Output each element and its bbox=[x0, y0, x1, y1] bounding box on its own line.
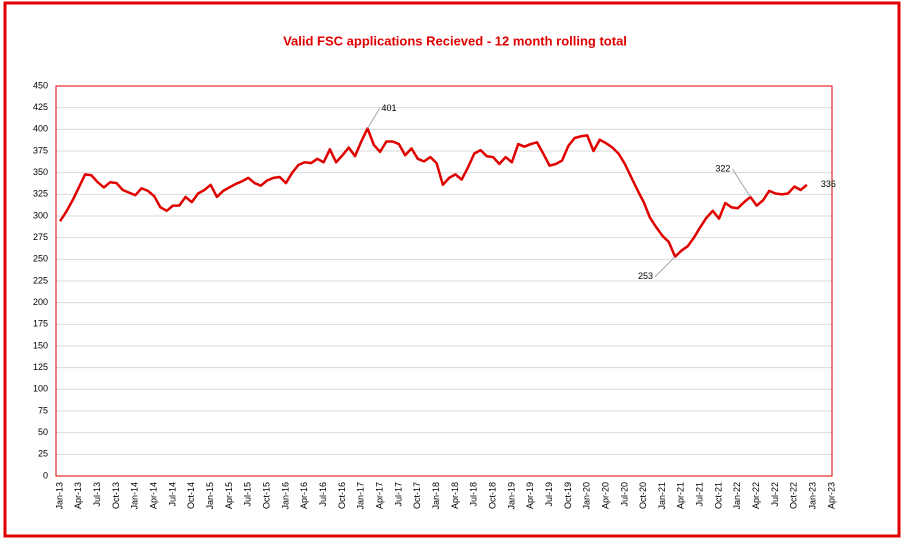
data-label: 401 bbox=[382, 103, 397, 113]
x-tick-label: Jul-15 bbox=[243, 482, 253, 507]
x-tick-label: Oct-20 bbox=[638, 482, 648, 509]
x-tick-label: Jul-14 bbox=[167, 482, 177, 507]
y-tick-label: 225 bbox=[33, 275, 48, 285]
x-tick-label: Oct-15 bbox=[261, 482, 271, 509]
x-tick-label: Apr-17 bbox=[374, 482, 384, 509]
x-tick-label: Oct-17 bbox=[412, 482, 422, 509]
x-tick-label: Oct-19 bbox=[563, 482, 573, 509]
x-tick-label: Jan-21 bbox=[657, 482, 667, 510]
x-tick-label: Apr-16 bbox=[299, 482, 309, 509]
y-tick-label: 125 bbox=[33, 362, 48, 372]
y-tick-label: 175 bbox=[33, 319, 48, 329]
x-tick-label: Jan-16 bbox=[280, 482, 290, 510]
leader-line bbox=[654, 256, 676, 278]
x-tick-label: Apr-14 bbox=[149, 482, 159, 509]
x-tick-label: Jan-18 bbox=[431, 482, 441, 510]
data-label: 336 bbox=[821, 179, 836, 189]
x-tick-label: Jul-16 bbox=[318, 482, 328, 507]
x-tick-label: Jan-14 bbox=[130, 482, 140, 510]
x-tick-label: Apr-15 bbox=[224, 482, 234, 509]
x-tick-label: Jan-17 bbox=[356, 482, 366, 510]
y-tick-label: 100 bbox=[33, 384, 48, 394]
x-tick-label: Jul-17 bbox=[393, 482, 403, 507]
y-tick-label: 50 bbox=[38, 427, 48, 437]
x-tick-label: Jul-19 bbox=[544, 482, 554, 507]
x-tick-label: Jul-20 bbox=[619, 482, 629, 507]
y-tick-label: 425 bbox=[33, 102, 48, 112]
x-tick-label: Oct-18 bbox=[487, 482, 497, 509]
series-line bbox=[58, 127, 808, 258]
x-tick-label: Jan-19 bbox=[506, 482, 516, 510]
y-tick-label: 150 bbox=[33, 340, 48, 350]
y-tick-label: 25 bbox=[38, 449, 48, 459]
x-tick-label: Jan-22 bbox=[732, 482, 742, 510]
x-tick-label: Oct-13 bbox=[111, 482, 121, 509]
y-tick-label: 250 bbox=[33, 254, 48, 264]
x-tick-label: Apr-13 bbox=[73, 482, 83, 509]
plot-area bbox=[55, 85, 833, 477]
leader-line bbox=[731, 168, 751, 198]
x-tick-label: Jan-23 bbox=[808, 482, 818, 510]
x-tick-label: Oct-22 bbox=[789, 482, 799, 509]
y-tick-label: 350 bbox=[33, 167, 48, 177]
y-tick-label: 200 bbox=[33, 297, 48, 307]
chart-title: Valid FSC applications Recieved - 12 mon… bbox=[283, 33, 627, 48]
frame bbox=[3, 1, 901, 538]
x-tick-label: Jan-13 bbox=[54, 482, 64, 510]
x-tick-label: Jul-13 bbox=[92, 482, 102, 507]
x-tick-label: Jul-21 bbox=[695, 482, 705, 507]
x-tick-label: Apr-20 bbox=[600, 482, 610, 509]
x-tick-label: Jul-18 bbox=[469, 482, 479, 507]
x-tick-label: Jan-20 bbox=[582, 482, 592, 510]
leader-line bbox=[367, 108, 380, 129]
y-tick-label: 275 bbox=[33, 232, 48, 242]
x-tick-label: Apr-19 bbox=[525, 482, 535, 509]
x-tick-label: Jan-15 bbox=[205, 482, 215, 510]
x-tick-label: Oct-16 bbox=[337, 482, 347, 509]
y-tick-label: 325 bbox=[33, 189, 48, 199]
x-tick-label: Apr-21 bbox=[676, 482, 686, 509]
x-tick-label: Apr-23 bbox=[826, 482, 836, 509]
data-label: 253 bbox=[638, 271, 653, 281]
x-tick-label: Apr-18 bbox=[450, 482, 460, 509]
y-tick-label: 400 bbox=[33, 124, 48, 134]
y-tick-label: 300 bbox=[33, 210, 48, 220]
x-tick-label: Jul-22 bbox=[770, 482, 780, 507]
y-tick-label: 450 bbox=[33, 80, 48, 90]
data-label: 322 bbox=[715, 163, 730, 173]
y-tick-label: 75 bbox=[38, 405, 48, 415]
x-tick-label: Apr-22 bbox=[751, 482, 761, 509]
y-tick-label: 0 bbox=[43, 470, 48, 480]
x-tick-label: Oct-14 bbox=[186, 482, 196, 509]
y-tick-label: 375 bbox=[33, 145, 48, 155]
grid bbox=[56, 85, 832, 477]
x-tick-label: Oct-21 bbox=[713, 482, 723, 509]
